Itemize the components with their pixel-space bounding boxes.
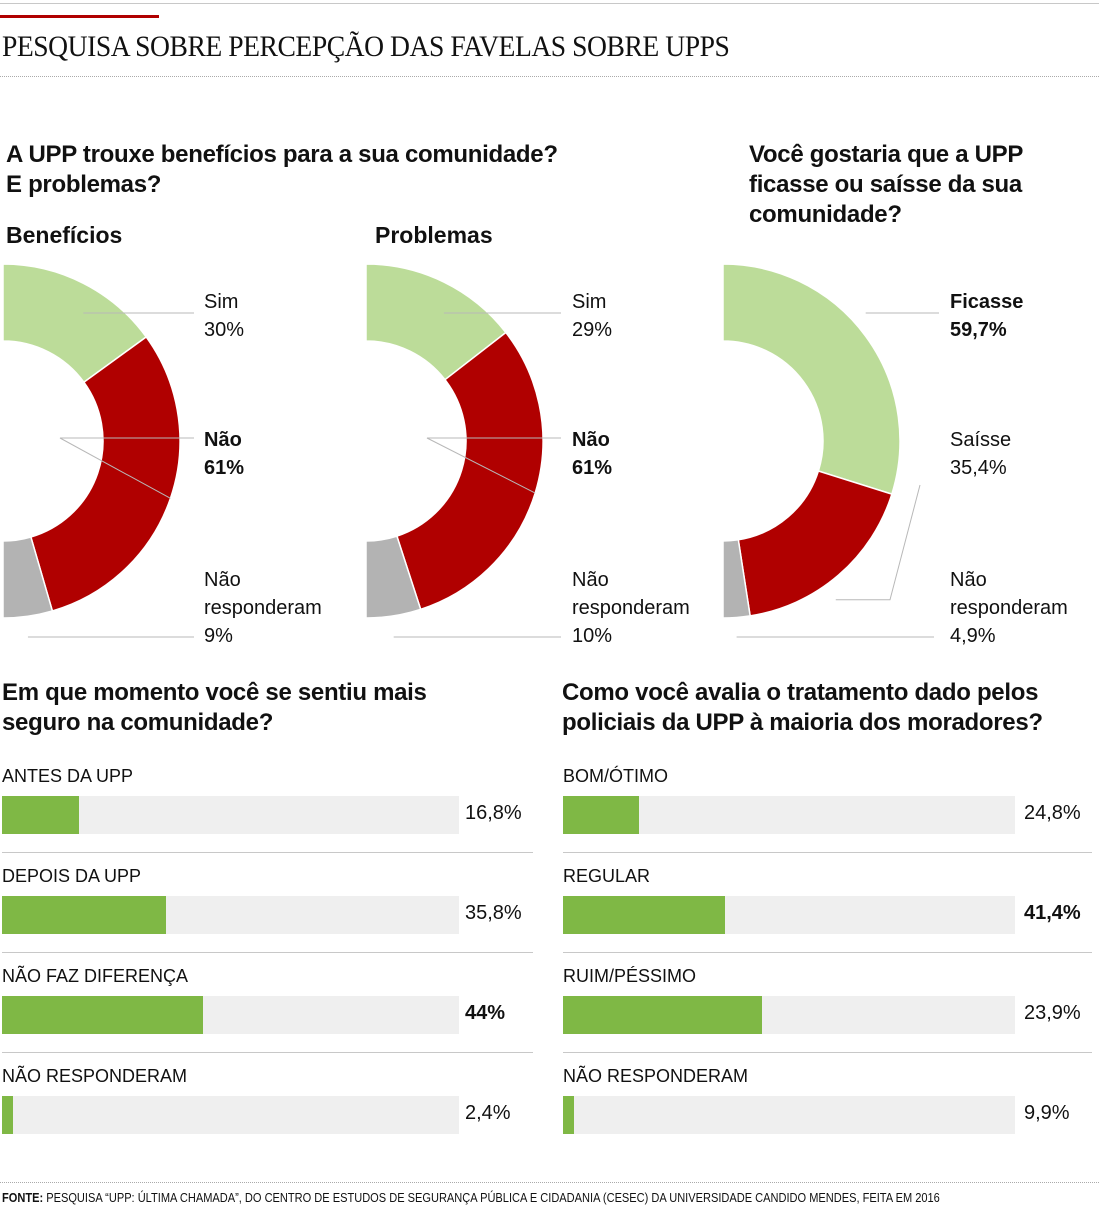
accent-bar <box>0 15 159 18</box>
bar-value-label: 35,8% <box>465 902 522 924</box>
slice-value: 61% <box>204 457 245 479</box>
bar-track <box>2 796 459 834</box>
slice-label: Saísse <box>950 429 1012 451</box>
bar-category-label: NÃO RESPONDERAM <box>563 1066 749 1086</box>
source-text: PESQUISA “UPP: ÚLTIMA CHAMADA”, DO CENTR… <box>43 1190 940 1205</box>
chart-title-problemas: Problemas <box>375 222 493 248</box>
bar-value-label: 16,8% <box>465 802 522 824</box>
slice-label: Não responderam <box>572 569 690 619</box>
bar-category-label: NÃO FAZ DIFERENÇA <box>2 966 189 986</box>
slice-label: Ficasse <box>950 291 1024 313</box>
slice-label: Não <box>572 429 610 451</box>
donut2-label-nr: Não responderam 10% <box>572 566 712 650</box>
donut1-label-sim: Sim 30% <box>204 288 244 344</box>
donut-slice-ficasse <box>722 263 901 496</box>
slice-label: Não <box>204 429 242 451</box>
slice-value: 9% <box>204 625 233 647</box>
row-separator <box>563 852 1092 853</box>
donut-slice-n-o-responderam <box>722 538 751 619</box>
donut-slice-n-o-responderam <box>365 535 422 619</box>
question-line: seguro na comunidade? <box>2 709 274 736</box>
donut3-label-nr: Não responderam 4,9% <box>950 566 1090 650</box>
leader-line <box>835 484 921 601</box>
bar-category-label: BOM/ÓTIMO <box>563 766 668 786</box>
slice-value: 29% <box>572 319 613 341</box>
question-line: comunidade? <box>749 201 902 228</box>
row-separator <box>2 852 533 853</box>
bar-value-label: 24,8% <box>1024 802 1081 824</box>
bar-track <box>563 896 1015 934</box>
source-label: FONTE: <box>2 1190 44 1205</box>
slice-value: 4,9% <box>950 625 996 647</box>
row-separator <box>563 952 1092 953</box>
source-note: FONTE: PESQUISA “UPP: ÚLTIMA CHAMADA”, D… <box>2 1190 940 1205</box>
row-separator <box>2 1052 533 1053</box>
question-line: Como você avalia o tratamento dado pelos <box>562 679 1039 706</box>
donut-charts <box>2 263 939 638</box>
leader-line <box>426 437 561 494</box>
slice-value: 35,4% <box>950 457 1007 479</box>
donut-slice-n-o <box>29 335 181 612</box>
bar-track <box>563 996 1015 1034</box>
top-rule <box>0 3 1099 4</box>
question-beneficios-problemas: A UPP trouxe benefícios para a sua comun… <box>6 140 558 200</box>
bar-fill <box>563 996 762 1034</box>
slice-label: Não responderam <box>950 569 1068 619</box>
donut-slice-n-o-responderam <box>2 536 54 619</box>
question-line: Você gostaria que a UPP <box>749 141 1024 168</box>
donut2-label-sim: Sim 29% <box>572 288 612 344</box>
question-line: A UPP trouxe benefícios para a sua comun… <box>6 141 558 168</box>
question-seguranca: Em que momento você se sentiu mais segur… <box>2 678 427 738</box>
bar-value-label: 2,4% <box>465 1102 511 1124</box>
bar-category-label: ANTES DA UPP <box>2 766 134 786</box>
donut1-label-nr: Não responderam 9% <box>204 566 344 650</box>
slice-value: 10% <box>572 625 613 647</box>
row-separator <box>2 952 533 953</box>
donut-slice-sa-sse <box>737 470 893 617</box>
question-line: Em que momento você se sentiu mais <box>2 679 427 706</box>
bar-category-label: REGULAR <box>563 866 651 886</box>
source-divider <box>0 1182 1099 1183</box>
row-separator <box>563 1052 1092 1053</box>
bar-track <box>2 896 459 934</box>
bar-category-label: NÃO RESPONDERAM <box>2 1066 188 1086</box>
slice-label: Sim <box>572 291 607 313</box>
chart-title-beneficios: Benefícios <box>6 222 123 248</box>
bar-fill <box>563 896 725 934</box>
bar-fill <box>2 1096 13 1134</box>
question-ficasse-saisse: Você gostaria que a UPP ficasse ou saíss… <box>749 140 1023 230</box>
bar-track <box>2 1096 459 1134</box>
question-tratamento: Como você avalia o tratamento dado pelos… <box>562 678 1043 738</box>
bar-value-label: 41,4% <box>1024 902 1081 924</box>
bar-track <box>563 1096 1015 1134</box>
bar-fill <box>2 796 79 834</box>
bar-value-label: 9,9% <box>1024 1102 1070 1124</box>
slice-value: 61% <box>572 457 613 479</box>
question-line: E problemas? <box>6 171 162 198</box>
donut3-label-ficasse: Ficasse 59,7% <box>950 288 1023 344</box>
donut1-label-nao: Não 61% <box>204 426 244 482</box>
bar-value-label: 23,9% <box>1024 1002 1081 1024</box>
bar-fill <box>2 896 166 934</box>
donut2-label-nao: Não 61% <box>572 426 612 482</box>
question-line: policiais da UPP à maioria dos moradores… <box>562 709 1043 736</box>
bar-fill <box>2 996 204 1034</box>
slice-value: 59,7% <box>950 319 1007 341</box>
question-line: ficasse ou saísse da sua <box>749 171 1022 198</box>
donut-slice-n-o <box>395 331 544 611</box>
leader-line <box>59 437 194 499</box>
slice-label: Não responderam <box>204 569 322 619</box>
slice-value: 30% <box>204 319 245 341</box>
title-divider <box>0 76 1099 77</box>
bar-value-label: 44% <box>465 1002 506 1024</box>
page-title: PESQUISA SOBRE PERCEPÇÃO DAS FAVELAS SOB… <box>2 30 730 63</box>
bar-fill <box>563 1096 574 1134</box>
bar-track <box>2 996 459 1034</box>
bar-fill <box>563 796 639 834</box>
bar-track <box>563 796 1015 834</box>
donut3-label-saisse: Saísse 35,4% <box>950 426 1011 482</box>
slice-label: Sim <box>204 291 239 313</box>
bar-category-label: DEPOIS DA UPP <box>2 866 142 886</box>
bar-category-label: RUIM/PÉSSIMO <box>563 966 697 986</box>
